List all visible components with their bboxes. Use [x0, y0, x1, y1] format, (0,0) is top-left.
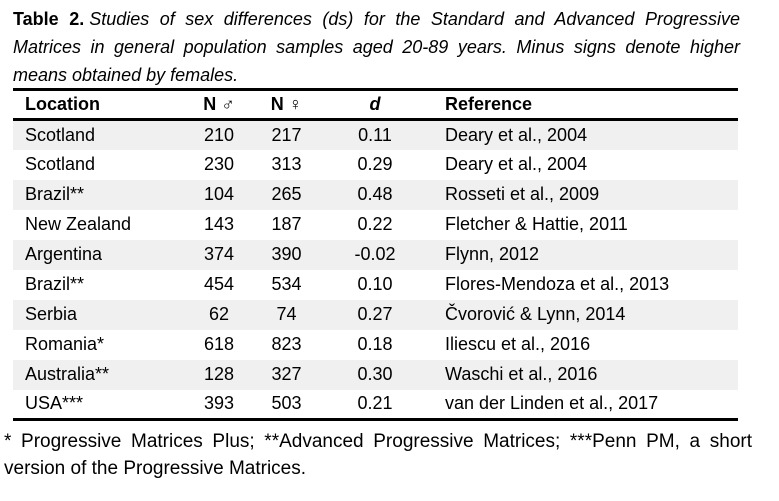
n_male-cell: 454 [203, 274, 235, 294]
n_female-cell: 390 [271, 244, 302, 264]
d-cell: 0.29 [357, 154, 393, 174]
n_female-cell: 823 [271, 334, 302, 354]
header-row: Location N ♂ N ♀ d Reference [13, 90, 738, 120]
header-n-male: N ♂ [203, 94, 235, 114]
n_female-cell: 187 [271, 214, 302, 234]
location-cell: Brazil** [25, 274, 85, 294]
table-row: Serbia 62 74 0.27 Čvorović & Lynn, 2014 [13, 299, 738, 330]
reference-cell: Flynn, 2012 [445, 244, 540, 264]
table-row: Argentina 374 390 -0.02 Flynn, 2012 [13, 239, 738, 270]
table-row: New Zealand 143 187 0.22 Fletcher & Hattie, … [13, 210, 738, 240]
d-cell: 0.27 [357, 304, 393, 324]
table-row: Brazil** 104 265 0.48 Rosseti et al., 2009 [13, 179, 738, 210]
n_female-cell: 313 [271, 154, 302, 174]
n_female-cell: 74 [276, 304, 297, 324]
n_female-cell: 217 [271, 124, 302, 145]
d-cell: 0.30 [357, 364, 393, 384]
n_male-cell: 618 [203, 334, 235, 354]
header-location: Location [25, 94, 100, 114]
reference-cell: Flores-Mendoza et al., 2013 [445, 274, 670, 294]
location-cell: Serbia [25, 304, 78, 324]
table-footnote: * Progressive Matrices Plus; **Advanced … [4, 431, 752, 479]
location-cell: Scotland [25, 154, 96, 174]
n_female-cell: 327 [271, 364, 302, 384]
n_female-cell: 534 [271, 274, 302, 294]
table-row: Australia** 128 327 0.30 Waschi et al., 2016 [13, 359, 738, 390]
d-cell: -0.02 [354, 244, 396, 264]
n_male-cell: 143 [203, 214, 235, 234]
location-cell: USA*** [25, 393, 84, 414]
table-row: Scotland 210 217 0.11 Deary et al., 2004 [13, 119, 738, 150]
location-cell: Brazil** [25, 184, 85, 204]
reference-cell: Čvorović & Lynn, 2014 [445, 304, 626, 324]
location-cell: Australia** [25, 364, 110, 384]
reference-cell: Deary et al., 2004 [445, 154, 588, 174]
table-caption: Table 2. Studies of sex differences (ds) … [13, 5, 740, 89]
table-body: Scotland 210 217 0.11 Deary et al., 2004 Scot… [13, 119, 738, 420]
reference-cell: Fletcher & Hattie, 2011 [445, 214, 628, 234]
table-row: Brazil** 454 534 0.10 Flores-Mendoza et al.,… [13, 270, 738, 300]
d-cell: 0.11 [358, 124, 392, 145]
table-row: USA*** 393 503 0.21 van der Linden et al., 2… [13, 390, 738, 420]
n_male-cell: 62 [208, 304, 230, 324]
n_female-cell: 265 [271, 184, 302, 204]
location-cell: New Zealand [25, 214, 132, 234]
n_male-cell: 128 [203, 364, 235, 384]
d-cell: 0.10 [357, 274, 393, 294]
reference-cell: Deary et al., 2004 [445, 124, 588, 145]
location-cell: Scotland [25, 124, 96, 145]
reference-cell: Rosseti et al., 2009 [445, 184, 600, 204]
table-caption-label: Table 2. [13, 9, 85, 29]
n_male-cell: 104 [203, 184, 235, 204]
location-cell: Argentina [25, 244, 103, 264]
d-cell: 0.21 [357, 393, 393, 414]
table-row: Scotland 230 313 0.29 Deary et al., 2004 [13, 150, 738, 180]
reference-cell: van der Linden et al., 2017 [445, 393, 659, 414]
reference-cell: Waschi et al., 2016 [445, 364, 598, 384]
n_female-cell: 503 [271, 393, 302, 414]
d-cell: 0.48 [357, 184, 393, 204]
n_male-cell: 374 [203, 244, 235, 264]
d-cell: 0.22 [357, 214, 393, 234]
n_male-cell: 210 [203, 124, 235, 145]
table-caption-text: Studies of sex differences (ds) for the … [13, 9, 740, 85]
table-row: Romania* 618 823 0.18 Iliescu et al., 2016 [13, 330, 738, 360]
location-cell: Romania* [25, 334, 105, 354]
d-cell: 0.18 [357, 334, 393, 354]
n_male-cell: 393 [203, 393, 235, 414]
header-reference: Reference [445, 94, 533, 114]
n_male-cell: 230 [203, 154, 235, 174]
data-table: Location N ♂ N ♀ d Reference Scotland 210… [13, 88, 738, 421]
header-d: d [369, 94, 381, 114]
header-n-female: N ♀ [270, 94, 303, 114]
reference-cell: Iliescu et al., 2016 [445, 334, 591, 354]
